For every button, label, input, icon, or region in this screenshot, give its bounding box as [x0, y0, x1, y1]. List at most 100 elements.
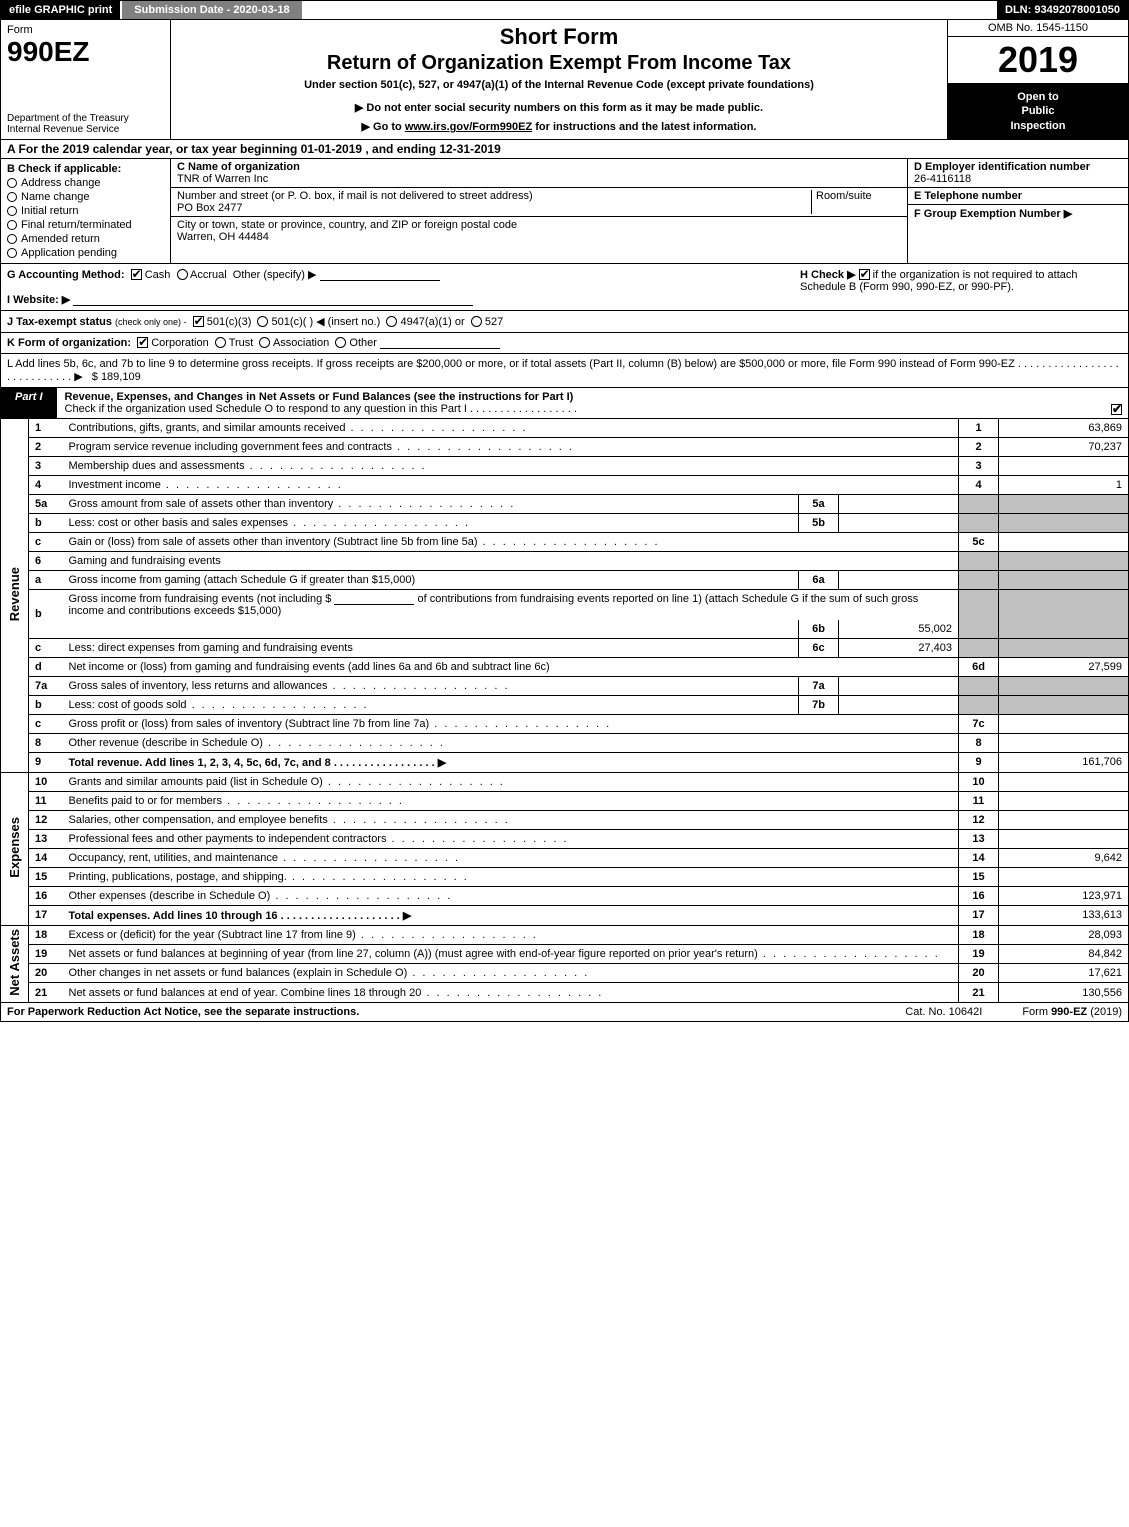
link-pre: ▶ Go to	[362, 121, 405, 133]
addr-value: PO Box 2477	[177, 202, 242, 214]
chk-name[interactable]: Name change	[7, 191, 164, 203]
org-name: TNR of Warren Inc	[177, 173, 268, 185]
ein-cell: D Employer identification number 26-4116…	[908, 159, 1128, 188]
gross-receipts-row: L Add lines 5b, 6c, and 7b to line 9 to …	[0, 354, 1129, 388]
submission-date: Submission Date - 2020-03-18	[120, 1, 303, 19]
open-to-public: Open to Public Inspection	[948, 84, 1128, 139]
line-8: 8 Other revenue (describe in Schedule O)…	[1, 733, 1129, 752]
org-city-cell: City or town, state or province, country…	[171, 217, 907, 245]
website-line[interactable]	[73, 305, 473, 306]
chk-accrual[interactable]	[177, 269, 188, 280]
tax-exempt-status: J Tax-exempt status (check only one) - 5…	[0, 311, 1129, 333]
chk-527[interactable]	[471, 316, 482, 327]
chk-address[interactable]: Address change	[7, 177, 164, 189]
line-20: 20 Other changes in net assets or fund b…	[1, 964, 1129, 983]
contrib-amount-line[interactable]	[334, 604, 414, 605]
topbar-spacer	[304, 1, 997, 19]
line-6c: c Less: direct expenses from gaming and …	[1, 638, 1129, 657]
line-13: 13 Professional fees and other payments …	[1, 829, 1129, 848]
subtitle: Under section 501(c), 527, or 4947(a)(1)…	[179, 79, 939, 91]
tel-cell: E Telephone number	[908, 188, 1128, 205]
g-left: G Accounting Method: Cash Accrual Other …	[7, 268, 792, 306]
form-word: Form	[7, 24, 164, 36]
k-trust: Trust	[229, 337, 254, 349]
irs-link[interactable]: www.irs.gov/Form990EZ	[405, 121, 532, 133]
chk-initial[interactable]: Initial return	[7, 205, 164, 217]
k-other: Other	[349, 337, 377, 349]
line-18: Net Assets 18 Excess or (deficit) for th…	[1, 925, 1129, 944]
line-12: 12 Salaries, other compensation, and emp…	[1, 810, 1129, 829]
chk-assoc[interactable]	[259, 337, 270, 348]
part-1-header: Part I Revenue, Expenses, and Changes in…	[0, 388, 1129, 419]
l-value: $ 189,109	[92, 371, 141, 383]
revenue-side-label: Revenue	[1, 419, 29, 773]
j-4947: 4947(a)(1) or	[400, 316, 464, 328]
addr-header: Number and street (or P. O. box, if mail…	[177, 190, 533, 202]
dln-label: DLN: 93492078001050	[997, 1, 1128, 19]
inspect-1: Open to	[952, 90, 1124, 104]
city-header: City or town, state or province, country…	[177, 219, 517, 231]
cash-label: Cash	[145, 269, 171, 281]
expenses-side-label: Expenses	[1, 772, 29, 925]
tax-period: A For the 2019 calendar year, or tax yea…	[0, 140, 1129, 159]
title-row: Form 990EZ Department of the Treasury In…	[0, 20, 1129, 140]
entity-block: B Check if applicable: Address change Na…	[0, 159, 1129, 264]
chk-schedule-b[interactable]	[859, 269, 870, 280]
part-1-tab: Part I	[1, 388, 57, 418]
city-value: Warren, OH 44484	[177, 231, 269, 243]
line-16: 16 Other expenses (describe in Schedule …	[1, 886, 1129, 905]
chk-final[interactable]: Final return/terminated	[7, 219, 164, 231]
line-21: 21 Net assets or fund balances at end of…	[1, 983, 1129, 1002]
chk-4947[interactable]	[386, 316, 397, 327]
chk-cash[interactable]	[131, 269, 142, 280]
line-6a: a Gross income from gaming (attach Sched…	[1, 570, 1129, 589]
other-label: Other (specify) ▶	[233, 269, 317, 281]
line-7b: b Less: cost of goods sold 7b	[1, 695, 1129, 714]
line-3: 3 Membership dues and assessments 3	[1, 456, 1129, 475]
chk-other[interactable]	[335, 337, 346, 348]
j-501c3: 501(c)(3)	[207, 316, 252, 328]
chk-trust[interactable]	[215, 337, 226, 348]
l-text: L Add lines 5b, 6c, and 7b to line 9 to …	[7, 358, 1119, 383]
line-5b: b Less: cost or other basis and sales ex…	[1, 513, 1129, 532]
part-1-table: Revenue 1 Contributions, gifts, grants, …	[0, 419, 1129, 1003]
dept-treasury: Department of the Treasury Internal Reve…	[7, 113, 164, 135]
form-column: Form 990EZ Department of the Treasury In…	[1, 20, 171, 139]
part-1-title: Revenue, Expenses, and Changes in Net As…	[57, 388, 1128, 418]
chk-amended[interactable]: Amended return	[7, 233, 164, 245]
line-19: 19 Net assets or fund balances at beginn…	[1, 945, 1129, 964]
ssn-warning: ▶ Do not enter social security numbers o…	[179, 101, 939, 114]
inspect-2: Public	[952, 104, 1124, 118]
line-10: Expenses 10 Grants and similar amounts p…	[1, 772, 1129, 791]
main-title: Return of Organization Exempt From Incom…	[179, 52, 939, 75]
omb-number: OMB No. 1545-1150	[948, 20, 1128, 37]
dept-line2: Internal Revenue Service	[7, 124, 164, 135]
k-corp: Corporation	[151, 337, 208, 349]
chk-schedule-o-part1[interactable]	[1111, 404, 1122, 415]
net-assets-side-label: Net Assets	[1, 925, 29, 1002]
chk-corp[interactable]	[137, 337, 148, 348]
tax-year: 2019	[948, 37, 1128, 84]
line-1: Revenue 1 Contributions, gifts, grants, …	[1, 419, 1129, 438]
j-527: 527	[485, 316, 503, 328]
chk-pending[interactable]: Application pending	[7, 247, 164, 259]
other-specify-line[interactable]	[320, 280, 440, 281]
line-17: 17 Total expenses. Add lines 10 through …	[1, 905, 1129, 925]
chk-501c3[interactable]	[193, 316, 204, 327]
accrual-label: Accrual	[190, 269, 227, 281]
e-header: E Telephone number	[914, 190, 1022, 202]
org-name-cell: C Name of organization TNR of Warren Inc	[171, 159, 907, 188]
other-org-line[interactable]	[380, 348, 500, 349]
form-of-organization: K Form of organization: Corporation Trus…	[0, 333, 1129, 354]
j-note: (check only one) -	[115, 317, 187, 327]
line-6b-1: b Gross income from fundraising events (…	[1, 589, 1129, 620]
inspect-3: Inspection	[952, 119, 1124, 133]
page-footer: For Paperwork Reduction Act Notice, see …	[0, 1003, 1129, 1022]
efile-print-label[interactable]: efile GRAPHIC print	[1, 1, 120, 19]
check-if-applicable: B Check if applicable: Address change Na…	[1, 159, 171, 263]
ein-value: 26-4116118	[914, 173, 971, 185]
line-5c: c Gain or (loss) from sale of assets oth…	[1, 532, 1129, 551]
line-7a: 7a Gross sales of inventory, less return…	[1, 676, 1129, 695]
chk-501c[interactable]	[257, 316, 268, 327]
line-6: 6 Gaming and fundraising events	[1, 551, 1129, 570]
